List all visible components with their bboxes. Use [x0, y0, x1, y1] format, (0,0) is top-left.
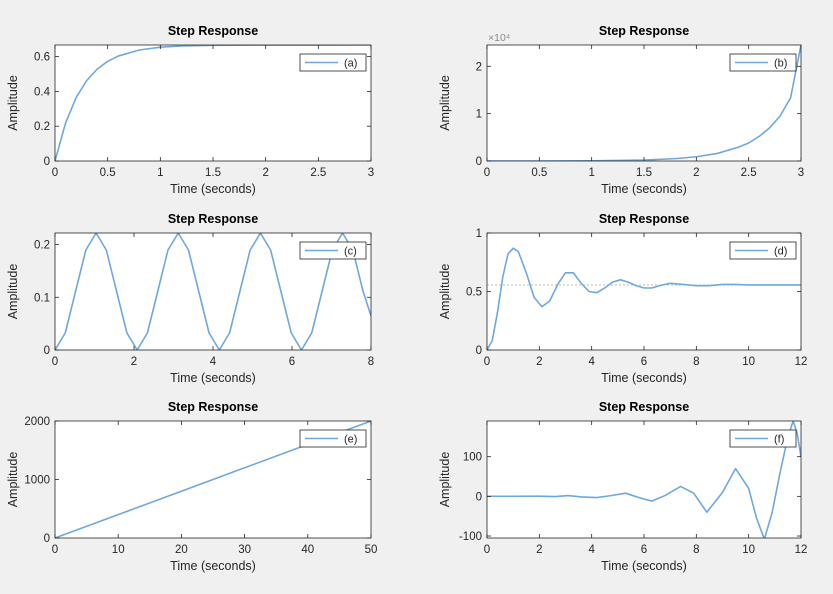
x-tick-label-d-5: 10	[742, 356, 755, 368]
subplot-e: 0 10 20 30 40 50 0 1000 2000 Step Response Time (s…	[6, 400, 377, 573]
x-tick-label-e-3: 30	[238, 544, 251, 556]
subplot-b: 0 0.5 1 1.5 2 2.5 3 0 1 2 ×10⁴ Step Response Time (s…	[438, 24, 804, 196]
legend-e: (e)	[299, 429, 367, 448]
x-tick-label-f-6: 12	[795, 544, 808, 556]
y-tick-label-c-0: 0	[44, 345, 50, 357]
legend-label-b: (b)	[774, 58, 787, 70]
y-tick-label-a-2: 0.4	[34, 86, 51, 98]
legend-label-c: (c)	[344, 246, 357, 258]
x-tick-label-d-4: 8	[693, 356, 699, 368]
y-tick-label-d-0: 0	[476, 345, 482, 357]
x-axis-label-c: Time (seconds)	[170, 371, 256, 385]
subplot-a: 0 0.5 1 1.5 2 2.5 3 0 0.2 0.4 0.6 Step Response Time…	[6, 24, 374, 196]
x-tick-label-c-3: 6	[289, 356, 295, 368]
x-tick-label-e-1: 10	[112, 544, 125, 556]
x-tick-label-c-4: 8	[368, 356, 374, 368]
y-tick-label-f-1: 0	[476, 491, 482, 503]
y-axis-label-d: Amplitude	[438, 264, 452, 320]
series-line-f	[487, 421, 801, 538]
x-tick-label-e-2: 20	[175, 544, 188, 556]
y-tick-label-a-1: 0.2	[34, 121, 50, 133]
y-tick-label-f-0: -100	[459, 531, 482, 543]
y-tick-label-a-3: 0.6	[34, 52, 50, 64]
legend-label-e: (e)	[344, 434, 357, 446]
x-tick-label-a-6: 3	[368, 167, 374, 179]
x-tick-label-f-0: 0	[484, 544, 490, 556]
subplot-c: 0 2 4 6 8 0 0.1 0.2 Step Response Time (seconds) A…	[6, 212, 374, 385]
y-axis-label-b: Amplitude	[438, 75, 452, 131]
x-tick-label-e-0: 0	[52, 544, 58, 556]
x-tick-label-c-1: 2	[131, 356, 137, 368]
x-tick-label-f-1: 2	[536, 544, 542, 556]
x-tick-label-b-4: 2	[693, 167, 699, 179]
legend-b: (b)	[729, 53, 797, 72]
series-line-c	[55, 233, 371, 350]
legend-label-a: (a)	[344, 58, 357, 70]
legend-d: (d)	[729, 241, 797, 260]
legend-label-f: (f)	[774, 434, 784, 446]
chart-title-a: Step Response	[168, 24, 258, 38]
x-tick-label-a-5: 2.5	[310, 167, 326, 179]
y-tick-label-e-1: 1000	[24, 475, 50, 487]
x-tick-label-f-3: 6	[641, 544, 647, 556]
y-tick-label-c-2: 0.2	[34, 240, 50, 252]
x-tick-label-b-5: 2.5	[741, 167, 757, 179]
exponent-label-b: ×10⁴	[488, 32, 510, 44]
y-tick-label-b-2: 2	[476, 61, 482, 73]
x-tick-label-d-3: 6	[641, 356, 647, 368]
x-tick-label-b-1: 0.5	[531, 167, 547, 179]
x-tick-label-f-2: 4	[588, 544, 595, 556]
chart-title-f: Step Response	[599, 400, 689, 414]
x-tick-label-f-4: 8	[693, 544, 699, 556]
series-line-d	[487, 247, 801, 350]
chart-title-c: Step Response	[168, 212, 258, 226]
y-axis-label-c: Amplitude	[6, 264, 20, 320]
legend-a: (a)	[299, 53, 367, 72]
x-tick-label-b-6: 3	[798, 167, 804, 179]
x-tick-label-e-5: 50	[365, 544, 378, 556]
x-tick-label-a-2: 1	[157, 167, 163, 179]
x-tick-label-c-2: 4	[210, 356, 217, 368]
legend-label-d: (d)	[774, 246, 787, 258]
y-tick-label-c-1: 0.1	[34, 292, 50, 304]
x-tick-label-a-3: 1.5	[205, 167, 221, 179]
x-tick-label-a-1: 0.5	[100, 167, 116, 179]
y-axis-label-e: Amplitude	[6, 452, 20, 508]
y-tick-label-a-0: 0	[44, 156, 50, 168]
x-tick-label-d-2: 4	[588, 356, 595, 368]
legend-f: (f)	[729, 429, 797, 448]
x-tick-label-e-4: 40	[301, 544, 314, 556]
x-tick-label-b-0: 0	[484, 167, 490, 179]
x-axis-label-d: Time (seconds)	[601, 371, 687, 385]
y-axis-label-a: Amplitude	[6, 75, 20, 131]
x-tick-label-d-0: 0	[484, 356, 490, 368]
subplot-d: 0 2 4 6 8 10 12 0 0.5 1 Step Response Time (seconds…	[438, 212, 807, 385]
chart-title-b: Step Response	[599, 24, 689, 38]
y-tick-label-b-0: 0	[476, 156, 482, 168]
x-tick-label-d-1: 2	[536, 356, 542, 368]
x-tick-label-a-4: 2	[262, 167, 268, 179]
x-axis-label-a: Time (seconds)	[170, 182, 256, 196]
x-axis-label-f: Time (seconds)	[601, 559, 687, 573]
y-tick-label-d-1: 0.5	[466, 287, 482, 299]
chart-title-d: Step Response	[599, 212, 689, 226]
y-axis-label-f: Amplitude	[438, 452, 452, 508]
y-tick-label-b-1: 1	[476, 109, 482, 121]
x-tick-label-b-3: 1.5	[636, 167, 652, 179]
chart-title-e: Step Response	[168, 400, 258, 414]
y-tick-label-e-2: 2000	[24, 416, 50, 428]
x-axis-label-e: Time (seconds)	[170, 559, 256, 573]
x-tick-label-b-2: 1	[588, 167, 594, 179]
y-tick-label-d-2: 1	[476, 228, 482, 240]
x-tick-label-a-0: 0	[52, 167, 58, 179]
legend-c: (c)	[299, 241, 367, 260]
y-tick-label-f-2: 100	[463, 452, 482, 464]
y-tick-label-e-0: 0	[44, 533, 50, 545]
x-tick-label-f-5: 10	[742, 544, 755, 556]
x-tick-label-c-0: 0	[52, 356, 58, 368]
x-tick-label-d-6: 12	[795, 356, 808, 368]
x-axis-label-b: Time (seconds)	[601, 182, 687, 196]
